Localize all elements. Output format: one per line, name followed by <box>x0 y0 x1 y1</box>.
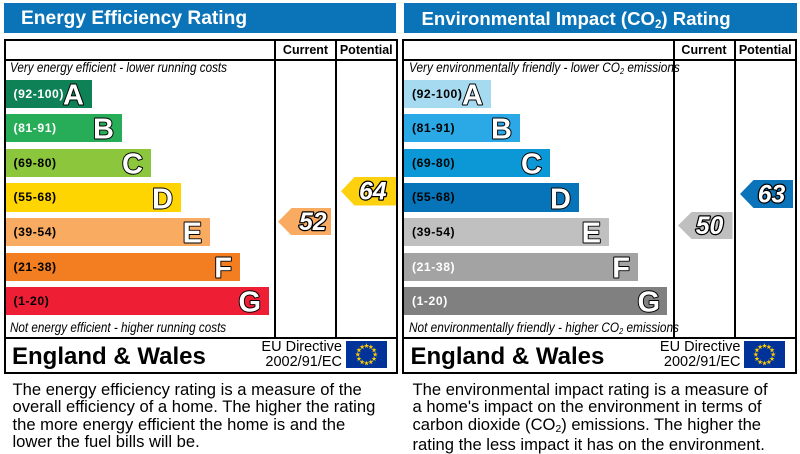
svg-text:50: 50 <box>696 213 724 239</box>
svg-text:E: E <box>183 218 202 250</box>
svg-text:F: F <box>612 252 630 284</box>
svg-text:64: 64 <box>358 179 386 206</box>
svg-text:52: 52 <box>299 209 327 235</box>
svg-text:A: A <box>462 79 483 111</box>
svg-text:G: G <box>637 287 660 319</box>
svg-text:D: D <box>152 183 173 215</box>
svg-text:A: A <box>63 79 84 111</box>
svg-text:D: D <box>550 183 571 215</box>
svg-text:G: G <box>238 287 261 319</box>
svg-text:F: F <box>214 252 232 284</box>
svg-text:C: C <box>122 148 143 180</box>
svg-text:B: B <box>491 114 512 146</box>
svg-text:E: E <box>581 218 600 250</box>
svg-text:C: C <box>521 148 542 180</box>
svg-text:B: B <box>93 114 114 146</box>
svg-text:63: 63 <box>757 181 785 208</box>
